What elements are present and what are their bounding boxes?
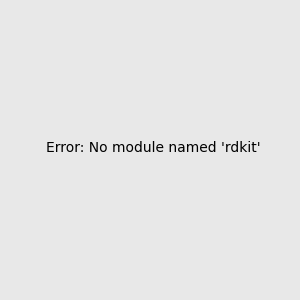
Text: Error: No module named 'rdkit': Error: No module named 'rdkit' bbox=[46, 140, 261, 154]
